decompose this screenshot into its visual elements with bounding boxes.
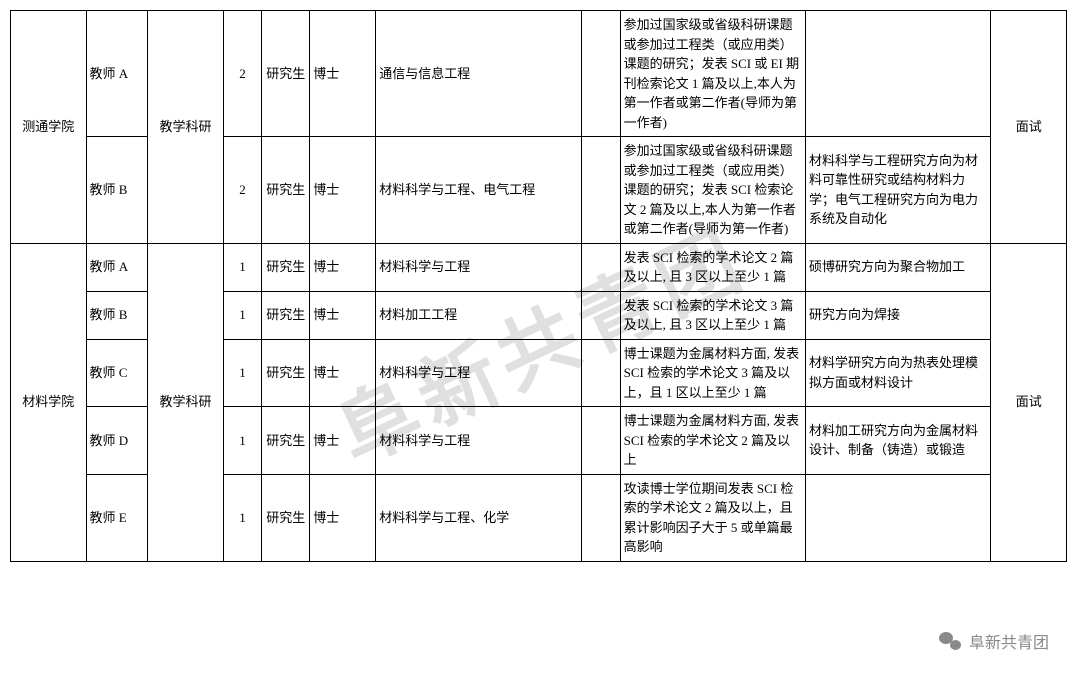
table-cell: 博士 xyxy=(310,137,376,244)
footer-text: 阜新共青团 xyxy=(969,629,1049,653)
table-cell: 材料学研究方向为热表处理模拟方面或材料设计 xyxy=(806,339,991,407)
table-cell: 面试 xyxy=(991,243,1067,561)
table-cell: 研究生 xyxy=(262,243,310,291)
table-cell: 材料科学与工程 xyxy=(376,339,582,407)
table-cell: 教师 B xyxy=(86,137,148,244)
table-cell: 材料加工工程 xyxy=(376,291,582,339)
table-cell: 教师 A xyxy=(86,243,148,291)
table-cell: 材料科学与工程、化学 xyxy=(376,474,582,561)
wechat-icon xyxy=(939,632,961,650)
table-cell: 研究生 xyxy=(262,291,310,339)
table-cell: 攻读博士学位期间发表 SCI 检索的学术论文 2 篇及以上，且累计影响因子大于 … xyxy=(620,474,805,561)
table-cell: 参加过国家级或省级科研课题或参加过工程类（或应用类）课题的研究；发表 SCI 检… xyxy=(620,137,805,244)
table-cell: 博士课题为金属材料方面, 发表 SCI 检索的学术论文 3 篇及以上，且 1 区… xyxy=(620,339,805,407)
table-cell: 博士 xyxy=(310,291,376,339)
table-cell xyxy=(582,474,620,561)
table-cell: 博士 xyxy=(310,339,376,407)
table-cell: 1 xyxy=(223,407,261,475)
table-cell: 1 xyxy=(223,474,261,561)
table-cell: 博士课题为金属材料方面, 发表 SCI 检索的学术论文 2 篇及以上 xyxy=(620,407,805,475)
table-cell: 材料科学与工程 xyxy=(376,407,582,475)
table-cell: 研究生 xyxy=(262,137,310,244)
table-cell: 教师 A xyxy=(86,11,148,137)
table-cell: 1 xyxy=(223,339,261,407)
table-cell: 教学科研 xyxy=(148,11,224,244)
table-cell: 教师 E xyxy=(86,474,148,561)
table-cell: 博士 xyxy=(310,407,376,475)
table-cell: 博士 xyxy=(310,474,376,561)
table-cell: 通信与信息工程 xyxy=(376,11,582,137)
table-cell xyxy=(806,474,991,561)
table-cell xyxy=(582,137,620,244)
table-cell: 发表 SCI 检索的学术论文 2 篇及以上, 且 3 区以上至少 1 篇 xyxy=(620,243,805,291)
table-cell xyxy=(582,339,620,407)
table-cell: 材料科学与工程、电气工程 xyxy=(376,137,582,244)
table-cell: 材料科学与工程研究方向为材料可靠性研究或结构材料力学；电气工程研究方向为电力系统… xyxy=(806,137,991,244)
table-cell: 发表 SCI 检索的学术论文 3 篇及以上, 且 3 区以上至少 1 篇 xyxy=(620,291,805,339)
table-cell: 研究生 xyxy=(262,11,310,137)
table-row: 材料学院教师 A教学科研1研究生博士材料科学与工程发表 SCI 检索的学术论文 … xyxy=(11,243,1067,291)
table-cell: 研究方向为焊接 xyxy=(806,291,991,339)
table-cell: 硕博研究方向为聚合物加工 xyxy=(806,243,991,291)
table-cell: 材料学院 xyxy=(11,243,87,561)
table-cell: 博士 xyxy=(310,11,376,137)
table-cell: 2 xyxy=(223,137,261,244)
table-cell: 参加过国家级或省级科研课题或参加过工程类（或应用类）课题的研究；发表 SCI 或… xyxy=(620,11,805,137)
table-cell: 研究生 xyxy=(262,407,310,475)
table-cell: 面试 xyxy=(991,11,1067,244)
table-cell: 1 xyxy=(223,243,261,291)
table-cell: 教师 D xyxy=(86,407,148,475)
table-cell: 博士 xyxy=(310,243,376,291)
table-cell: 教学科研 xyxy=(148,243,224,561)
table-cell: 研究生 xyxy=(262,339,310,407)
table-cell: 材料科学与工程 xyxy=(376,243,582,291)
table-cell: 2 xyxy=(223,11,261,137)
table-cell: 教师 B xyxy=(86,291,148,339)
table-row: 测通学院教师 A教学科研2研究生博士通信与信息工程参加过国家级或省级科研课题或参… xyxy=(11,11,1067,137)
footer-logo: 阜新共青团 xyxy=(939,629,1049,653)
table-cell: 材料加工研究方向为金属材料设计、制备（铸造）或锻造 xyxy=(806,407,991,475)
table-cell: 1 xyxy=(223,291,261,339)
table-cell xyxy=(582,11,620,137)
table-cell xyxy=(806,11,991,137)
table-cell xyxy=(582,291,620,339)
recruitment-table: 测通学院教师 A教学科研2研究生博士通信与信息工程参加过国家级或省级科研课题或参… xyxy=(10,10,1067,562)
table-cell xyxy=(582,407,620,475)
table-cell: 研究生 xyxy=(262,474,310,561)
table-cell: 教师 C xyxy=(86,339,148,407)
table-cell xyxy=(582,243,620,291)
table-cell: 测通学院 xyxy=(11,11,87,244)
